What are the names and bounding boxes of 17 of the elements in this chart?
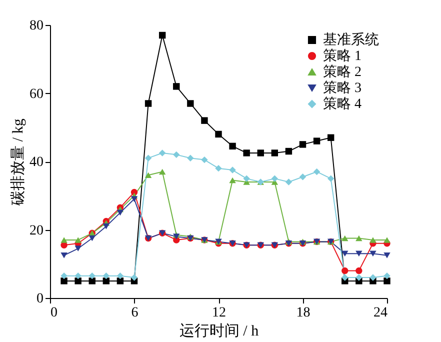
y-tick-label: 80 (30, 18, 44, 34)
y-tick-label: 20 (30, 223, 44, 238)
y-tick-label: 0 (36, 292, 44, 306)
x-tick-label: 24 (374, 306, 388, 320)
legend-label: 基准系统 (323, 32, 379, 48)
y-tick-label: 60 (30, 86, 44, 102)
x-axis-title: 运行时间 / h (179, 322, 260, 340)
legend-label: 策略 3 (323, 80, 362, 96)
x-tick-label: 18 (296, 306, 310, 320)
legend-label: 策略 1 (323, 48, 362, 64)
x-tick-label: 0 (50, 306, 58, 320)
legend-label: 策略 2 (323, 64, 362, 80)
x-tick-label: 12 (212, 306, 226, 320)
y-axis-title: 碳排放量 / kg (10, 118, 26, 206)
x-tick-label: 6 (131, 306, 138, 320)
y-tick-label: 40 (30, 155, 44, 170)
legend-label: 策略 4 (323, 96, 362, 112)
